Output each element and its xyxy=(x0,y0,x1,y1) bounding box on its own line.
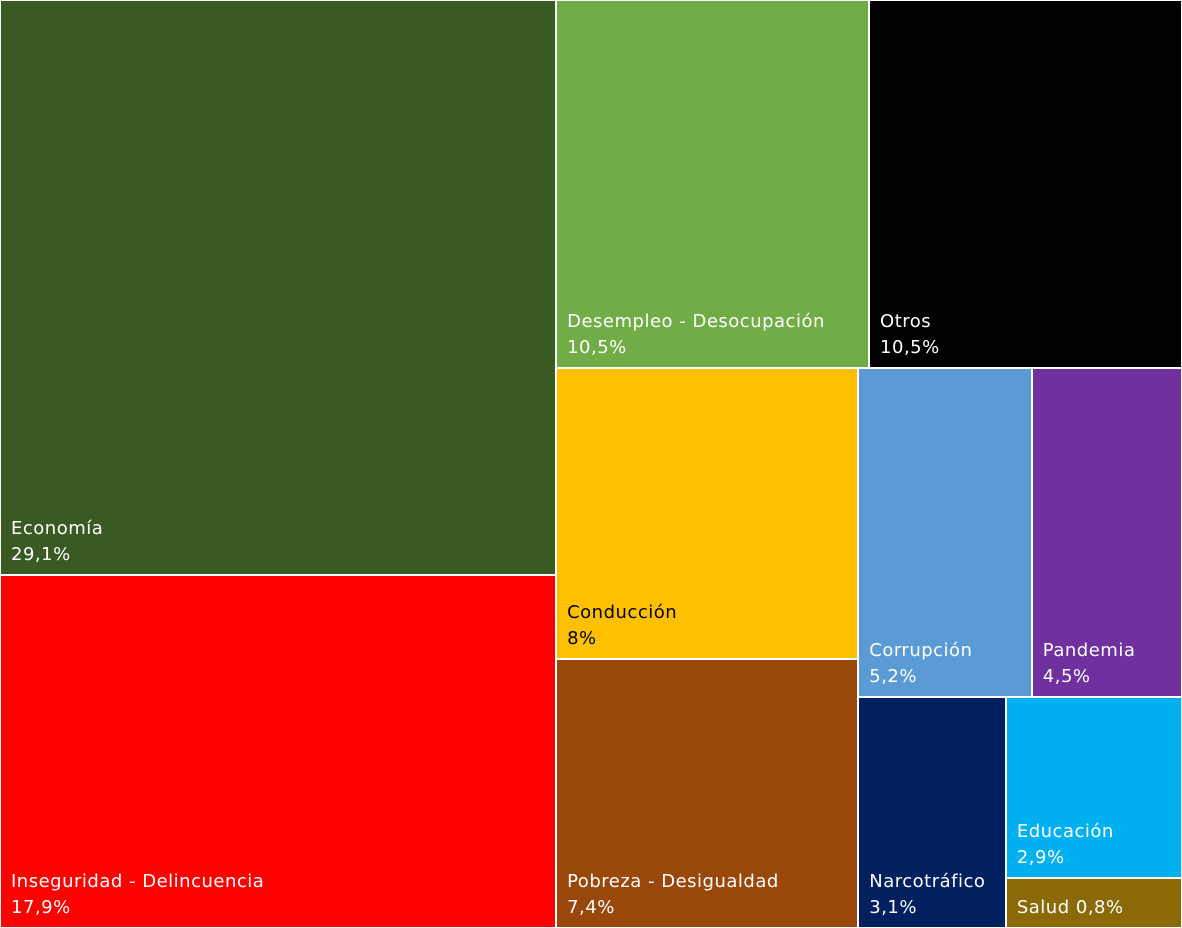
category-label: Pobreza - Desigualdad xyxy=(567,870,779,892)
treemap-cell: Salud 0,8% xyxy=(1005,878,1182,928)
treemap-cell: Economía 29,1% xyxy=(0,0,557,575)
treemap-cell: Corrupción 5,2% xyxy=(858,368,1032,698)
value-label: 29,1% xyxy=(11,543,71,565)
category-label: Conducción xyxy=(567,602,678,624)
category-label: Narcotráfico xyxy=(869,870,986,892)
value-label: 3,1% xyxy=(869,896,917,918)
category-label: Otros xyxy=(880,311,932,333)
treemap-cell: Narcotráfico 3,1% xyxy=(858,697,1006,928)
value-label: 10,5% xyxy=(880,337,940,359)
cell-label: Corrupción 5,2% xyxy=(869,638,1025,690)
treemap-cell: Pobreza - Desigualdad 7,4% xyxy=(556,659,859,928)
cell-label: Educación 2,9% xyxy=(1017,819,1175,871)
treemap-cell: Otros 10,5% xyxy=(869,0,1182,369)
cell-label: Pandemia 4,5% xyxy=(1043,638,1175,690)
value-label: 8% xyxy=(567,628,597,650)
treemap-cell: Inseguridad - Delincuencia 17,9% xyxy=(0,574,557,928)
category-label: Salud xyxy=(1016,896,1070,918)
value-label: 4,5% xyxy=(1042,666,1091,688)
category-label: Corrupción xyxy=(869,640,973,662)
category-label: Desempleo - Desocupación xyxy=(567,311,825,333)
value-label: 0,8% xyxy=(1075,896,1124,918)
cell-label: Narcotráfico 3,1% xyxy=(869,869,999,921)
value-label: 5,2% xyxy=(869,666,917,688)
category-label: Educación xyxy=(1016,821,1114,843)
cell-label: Economía 29,1% xyxy=(11,516,549,568)
treemap-cell: Conducción 8% xyxy=(556,368,859,660)
cell-label: Inseguridad - Delincuencia 17,9% xyxy=(11,869,549,921)
cell-label: Conducción 8% xyxy=(567,600,851,652)
cell-label: Salud 0,8% xyxy=(1017,895,1175,921)
treemap-cell: Pandemia 4,5% xyxy=(1031,368,1182,698)
cell-label: Otros 10,5% xyxy=(880,309,1175,361)
category-label: Pandemia xyxy=(1042,640,1136,662)
category-label: Inseguridad - Delincuencia xyxy=(11,870,265,892)
cell-label: Desempleo - Desocupación 10,5% xyxy=(567,309,862,361)
value-label: 7,4% xyxy=(567,896,615,918)
value-label: 10,5% xyxy=(567,337,627,359)
value-label: 17,9% xyxy=(11,896,71,918)
treemap-cell: Educación 2,9% xyxy=(1005,697,1182,879)
treemap-cell: Desempleo - Desocupación 10,5% xyxy=(556,0,870,369)
cell-label: Pobreza - Desigualdad 7,4% xyxy=(567,869,851,921)
category-label: Economía xyxy=(11,517,104,539)
value-label: 2,9% xyxy=(1016,847,1065,869)
